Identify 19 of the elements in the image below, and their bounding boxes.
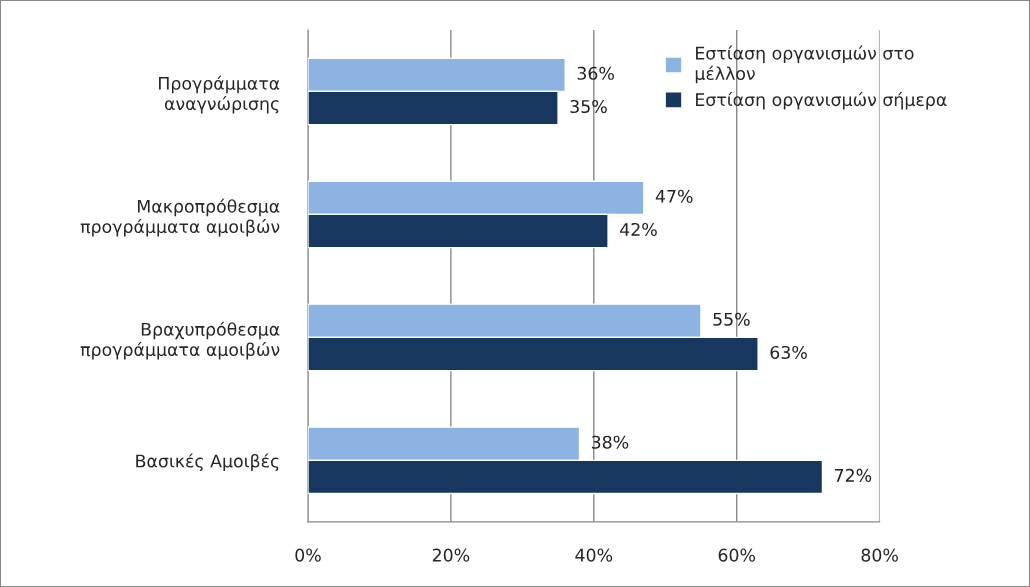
- data-label: 36%: [577, 66, 614, 80]
- data-label: 72%: [834, 468, 872, 482]
- data-label: 35%: [570, 99, 607, 114]
- data-label: 38%: [591, 435, 629, 449]
- y-tick-label: Βραχυπρόθεσμα προγράμματα αμοιβών: [80, 321, 280, 360]
- legend-label: Εστίαση οργανισμών σήμερα: [696, 92, 947, 110]
- y-tick-label: Προγράμματα αναγνώρισης: [159, 75, 280, 114]
- y-tick-label: Βασικές Αμοιβές: [136, 453, 279, 471]
- x-tick-label: 0%: [295, 548, 321, 562]
- data-label: 42%: [620, 222, 657, 237]
- x-tick-label: 80%: [861, 548, 898, 562]
- legend-label: Εστίαση οργανισμών στο μέλλον: [695, 45, 914, 84]
- data-label: 55%: [713, 312, 750, 326]
- x-tick-label: 20%: [432, 548, 470, 562]
- data-label: 47%: [655, 189, 693, 203]
- x-tick-label: 60%: [718, 548, 756, 562]
- y-tick-label: Μακροπρόθεσμα προγράμματα αμοιβών: [80, 198, 280, 237]
- data-label: 63%: [770, 345, 807, 360]
- x-tick-label: 40%: [575, 548, 613, 562]
